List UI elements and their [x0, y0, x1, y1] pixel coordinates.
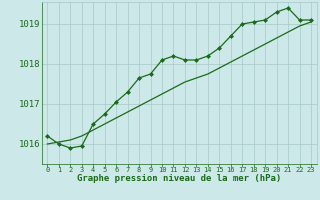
X-axis label: Graphe pression niveau de la mer (hPa): Graphe pression niveau de la mer (hPa)	[77, 174, 281, 183]
